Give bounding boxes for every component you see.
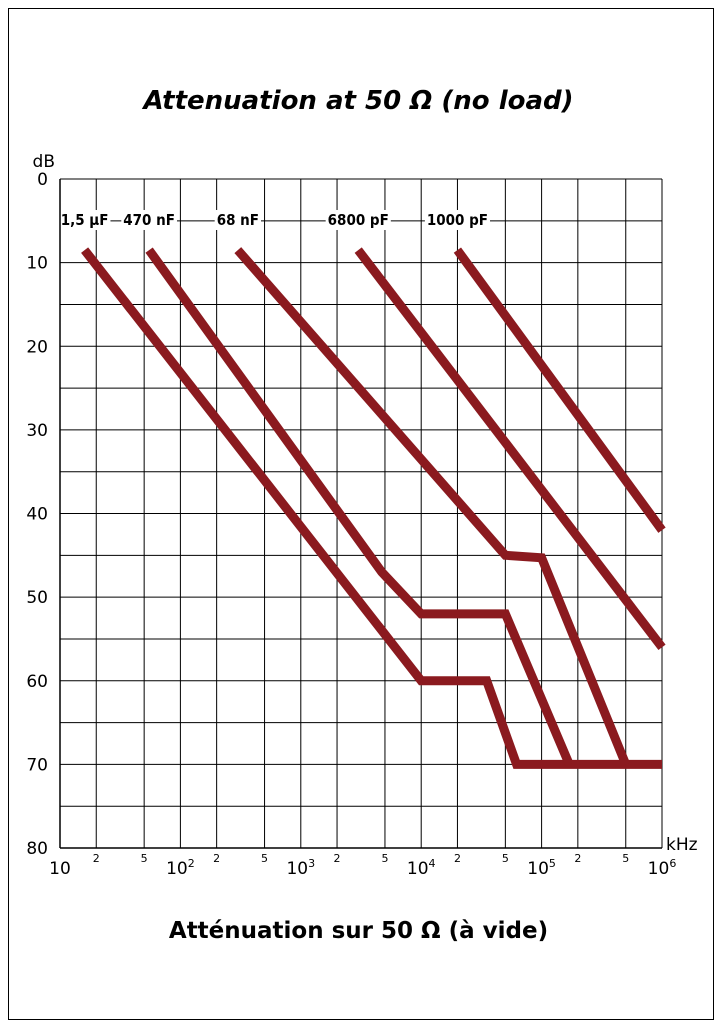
series-labels: 1,5 µF 470 nF 68 nF 6800 pF 1000 pF — [58, 209, 491, 230]
chart-grid — [59, 178, 663, 849]
figure-frame — [8, 8, 714, 1020]
series-line — [145, 247, 574, 767]
series-label-background — [58, 209, 111, 230]
y-tick-label: 50 — [26, 588, 48, 608]
y-tick-label: 10 — [26, 254, 48, 274]
series-label: 6800 pF — [328, 211, 389, 229]
series-line — [453, 247, 666, 533]
x-minor-tick-label: 5 — [261, 852, 268, 865]
series-lines — [81, 247, 666, 769]
y-axis-label: dB — [33, 152, 55, 172]
y-tick-label: 80 — [26, 839, 48, 859]
series-label: 470 nF — [123, 211, 175, 229]
series-line — [81, 247, 662, 769]
y-tick-label: 40 — [26, 505, 48, 525]
x-minor-tick-label: 5 — [381, 852, 388, 865]
series-label-background — [214, 209, 262, 230]
y-tick-label: 0 — [37, 170, 48, 190]
x-tick-label: 105 — [527, 857, 556, 879]
series-line — [354, 247, 666, 651]
x-minor-tick-label: 2 — [574, 852, 581, 865]
series-label: 68 nF — [217, 211, 259, 229]
chart-title: Attenuation at 50 Ω (no load) — [143, 86, 574, 116]
x-minor-tick-label: 2 — [334, 852, 341, 865]
x-axis-label: kHz — [666, 835, 698, 855]
x-minor-tick-label: 5 — [502, 852, 509, 865]
x-tick-label: 10 — [49, 859, 71, 879]
y-tick-label: 30 — [26, 421, 48, 441]
x-tick-label: 104 — [407, 857, 436, 879]
x-tick-label: 103 — [286, 857, 315, 879]
x-tick-label: 102 — [166, 857, 195, 879]
series-label-background — [424, 209, 491, 230]
y-tick-label: 70 — [26, 755, 48, 775]
x-minor-tick-label: 2 — [93, 852, 100, 865]
x-minor-tick-label: 5 — [141, 852, 148, 865]
series-label-background — [121, 209, 177, 230]
y-tick-label: 20 — [26, 337, 48, 357]
x-minor-tick-label: 5 — [622, 852, 629, 865]
y-tick-label: 60 — [26, 672, 48, 692]
series-line — [234, 247, 630, 767]
series-label: 1,5 µF — [61, 211, 109, 229]
x-tick-label: 106 — [648, 857, 677, 879]
series-label-background — [325, 209, 391, 230]
series-label: 1000 pF — [427, 211, 488, 229]
chart-subtitle: Atténuation sur 50 Ω (à vide) — [168, 918, 549, 944]
x-minor-tick-label: 2 — [213, 852, 220, 865]
x-minor-tick-label: 2 — [454, 852, 461, 865]
